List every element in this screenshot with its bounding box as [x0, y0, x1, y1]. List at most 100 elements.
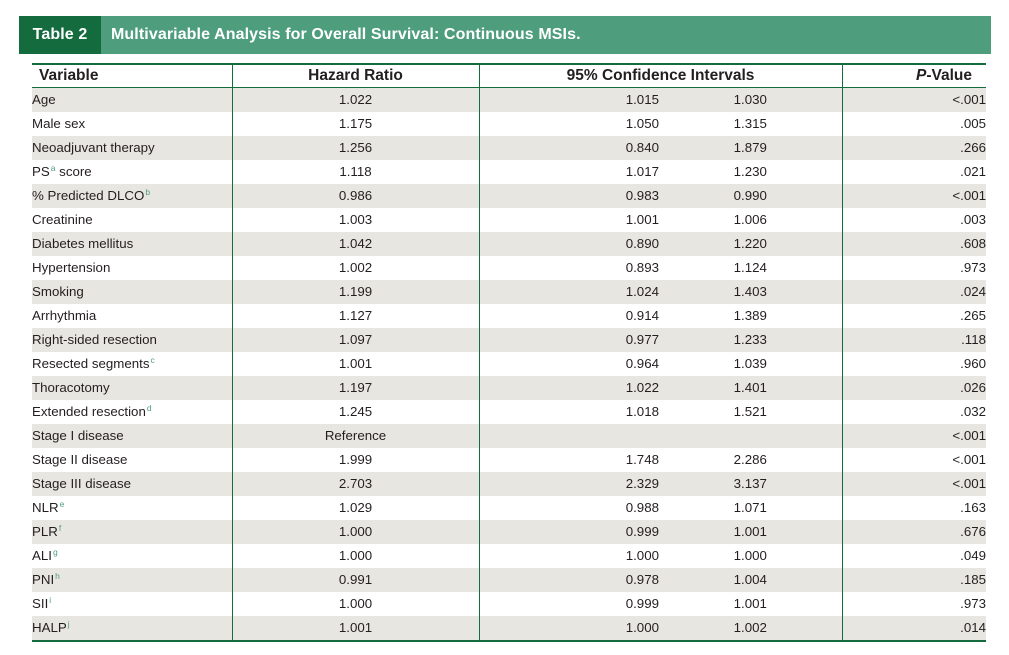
footnote-marker: e	[59, 499, 65, 509]
variable-name: Stage III disease	[32, 476, 132, 491]
table-row: Right-sided resection 1.097 0.977 1.233.118	[32, 328, 987, 352]
cell-variable: Stage I disease	[32, 424, 232, 448]
cell-variable: Resected segmentsc	[32, 352, 232, 376]
cell-ci-lower: 2.329	[478, 472, 659, 496]
cell-ci-lower: 0.977	[478, 328, 659, 352]
table-row: % Predicted DLCOb 0.986 0.983 0.990 <.001	[32, 184, 987, 208]
cell-ci-upper: 1.124	[659, 256, 843, 280]
cell-variable: NLRe	[32, 496, 232, 520]
cell-ci-lower: 1.024	[478, 280, 659, 304]
cell-p-value: .265	[841, 304, 987, 328]
cell-hazard-ratio: 1.000	[231, 544, 479, 568]
cell-p-value: .005	[841, 112, 987, 136]
variable-name: Stage II disease	[32, 452, 128, 467]
cell-p-value: .973	[841, 256, 987, 280]
variable-name: Neoadjuvant therapy	[32, 140, 155, 155]
cell-variable: Thoracotomy	[32, 376, 232, 400]
variable-name: Thoracotomy	[32, 380, 110, 395]
table-row: Creatinine 1.003 1.001 1.006.003	[32, 208, 987, 232]
cell-p-value: <.001	[841, 87, 987, 112]
cell-ci-upper: 1.220	[659, 232, 843, 256]
table-row: Age 1.022 1.015 1.030 <.001	[32, 87, 987, 112]
cell-hazard-ratio: 1.001	[231, 616, 479, 642]
footnote-marker: j	[67, 619, 70, 629]
cell-p-value: .049	[841, 544, 987, 568]
cell-ci-lower: 1.748	[478, 448, 659, 472]
footnote-marker: i	[49, 595, 52, 605]
table-row: ALIg 1.000 1.000 1.000.049	[32, 544, 987, 568]
variable-name: Male sex	[32, 116, 86, 131]
cell-hazard-ratio: 0.986	[231, 184, 479, 208]
cell-variable: SIIi	[32, 592, 232, 616]
cell-variable: Stage III disease	[32, 472, 232, 496]
cell-hazard-ratio: 1.175	[231, 112, 479, 136]
footnote-marker: d	[146, 403, 152, 413]
cell-ci-lower: 1.017	[478, 160, 659, 184]
table-row: Resected segmentsc 1.001 0.964 1.039.960	[32, 352, 987, 376]
cell-ci-upper: 1.000	[659, 544, 843, 568]
table-row: Smoking 1.199 1.024 1.403.024	[32, 280, 987, 304]
table-row: NLRe 1.029 0.988 1.071.163	[32, 496, 987, 520]
footnote-marker: a	[50, 163, 56, 173]
cell-ci-lower: 1.000	[478, 544, 659, 568]
cell-ci-lower: 0.999	[478, 520, 659, 544]
variable-name: Smoking	[32, 284, 84, 299]
variable-name: Arrhythmia	[32, 308, 97, 323]
cell-ci-upper: 1.001	[659, 520, 843, 544]
footnote-marker: h	[55, 571, 60, 581]
cell-ci-upper: 1.001	[659, 592, 843, 616]
cell-p-value: .185	[841, 568, 987, 592]
table-body: Age 1.022 1.015 1.030 <.001 Male sex 1.175 1.05…	[32, 87, 987, 642]
cell-ci-lower: 0.983	[478, 184, 659, 208]
cell-ci-lower: 0.999	[478, 592, 659, 616]
cell-p-value: .032	[841, 400, 987, 424]
cell-variable: Male sex	[32, 112, 232, 136]
cell-variable: Right-sided resection	[32, 328, 232, 352]
table-row: Stage III disease 2.703 2.329 3.137 <.001	[32, 472, 987, 496]
footnote-marker: c	[150, 355, 155, 365]
table-row: Diabetes mellitus 1.042 0.890 1.220.608	[32, 232, 987, 256]
cell-ci-upper: 1.030	[659, 87, 843, 112]
p-value-rest: -Value	[926, 67, 973, 84]
variable-name: Resected segments	[32, 356, 150, 371]
cell-variable: Stage II disease	[32, 448, 232, 472]
cell-p-value: .608	[841, 232, 987, 256]
cell-variable: Diabetes mellitus	[32, 232, 232, 256]
cell-hazard-ratio: 1.245	[231, 400, 479, 424]
table-row: PNIh 0.991 0.978 1.004.185	[32, 568, 987, 592]
variable-name: Right-sided resection	[32, 332, 157, 347]
variable-name: PLR	[32, 524, 58, 539]
variable-name: % Predicted DLCO	[32, 188, 145, 203]
variable-name: NLR	[32, 500, 59, 515]
variable-name: Creatinine	[32, 212, 93, 227]
variable-name: Diabetes mellitus	[32, 236, 134, 251]
column-header-p-value: P-Value	[841, 63, 987, 88]
table-row: Extended resectiond 1.245 1.018 1.521.032	[32, 400, 987, 424]
cell-p-value: <.001	[841, 472, 987, 496]
cell-ci-lower: 0.893	[478, 256, 659, 280]
column-header-hazard-ratio: Hazard Ratio	[231, 63, 479, 88]
cell-hazard-ratio: 1.001	[231, 352, 479, 376]
table-row: Arrhythmia 1.127 0.914 1.389.265	[32, 304, 987, 328]
cell-hazard-ratio: 2.703	[231, 472, 479, 496]
cell-variable: HALPj	[32, 616, 232, 642]
footnote-marker: f	[58, 523, 62, 533]
cell-hazard-ratio: 1.256	[231, 136, 479, 160]
cell-ci-upper: 1.315	[659, 112, 843, 136]
footnote-marker: g	[52, 547, 58, 557]
cell-hazard-ratio: Reference	[231, 424, 479, 448]
cell-p-value: .026	[841, 376, 987, 400]
variable-name: PS	[32, 164, 50, 179]
cell-hazard-ratio: 1.042	[231, 232, 479, 256]
cell-hazard-ratio: 1.199	[231, 280, 479, 304]
cell-ci-upper	[659, 424, 843, 448]
variable-name: ALI	[32, 548, 52, 563]
cell-ci-lower: 1.015	[478, 87, 659, 112]
cell-variable: % Predicted DLCOb	[32, 184, 232, 208]
cell-variable: Neoadjuvant therapy	[32, 136, 232, 160]
variable-name: SII	[32, 596, 49, 611]
cell-hazard-ratio: 1.197	[231, 376, 479, 400]
cell-ci-upper: 1.879	[659, 136, 843, 160]
table-row: Stage I disease Reference <.001	[32, 424, 987, 448]
variable-name: Hypertension	[32, 260, 111, 275]
